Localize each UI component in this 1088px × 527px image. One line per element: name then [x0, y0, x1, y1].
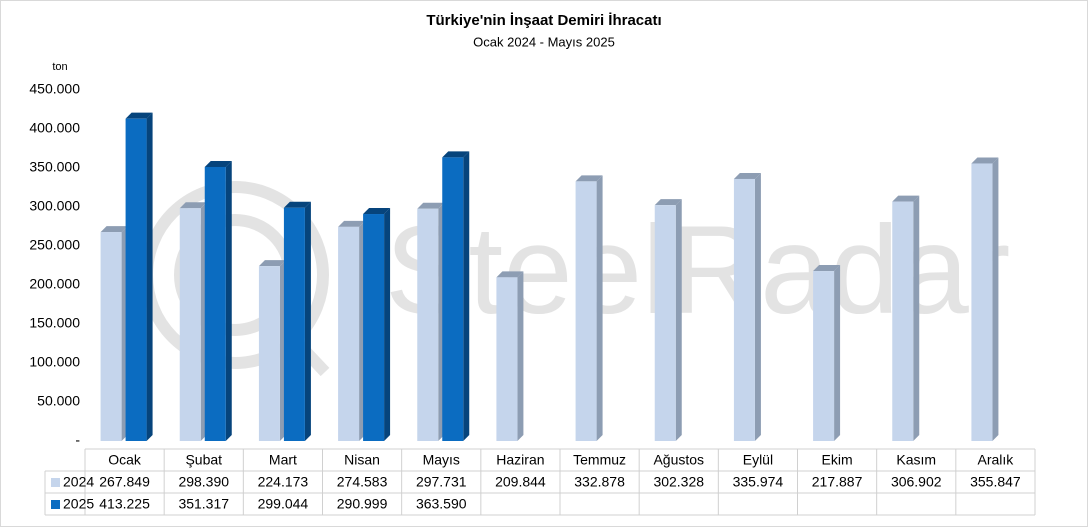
bar-side: [834, 265, 841, 441]
bar-top: [971, 157, 999, 164]
x-tick-label: Mayıs: [423, 452, 460, 468]
bar-top: [338, 220, 366, 227]
bar: [283, 207, 305, 441]
bar: [813, 271, 835, 441]
bar-side: [913, 195, 920, 441]
bar-side: [463, 151, 470, 442]
bar-side: [754, 172, 761, 441]
table-value: 297.731: [416, 474, 467, 490]
x-tick-label: Aralık: [978, 452, 1015, 468]
y-tick-label: 100.000: [29, 354, 80, 370]
x-tick-label: Ekim: [822, 452, 853, 468]
bar: [733, 178, 755, 441]
bar-top: [100, 226, 128, 233]
bar-side: [225, 160, 232, 442]
y-tick-label: 450.000: [29, 81, 80, 97]
bar-top: [363, 208, 391, 215]
table-value: 267.849: [99, 474, 150, 490]
bar-side: [675, 199, 682, 441]
bar: [179, 208, 201, 441]
y-tick-label: -: [75, 432, 80, 448]
bar: [575, 181, 597, 441]
bar-top: [575, 175, 603, 182]
table-value: 332.878: [574, 474, 625, 490]
bar: [496, 277, 518, 441]
bar-side: [992, 157, 999, 442]
bar: [892, 201, 914, 441]
bar-side: [304, 201, 311, 441]
chart-title: Türkiye'nin İnşaat Demiri İhracatı: [426, 12, 661, 29]
table-value: 298.390: [178, 474, 229, 490]
bar-top: [496, 271, 524, 278]
table-value: 335.974: [733, 474, 784, 490]
y-tick-label: 350.000: [29, 159, 80, 175]
x-tick-label: Ocak: [108, 452, 142, 468]
bar: [417, 208, 439, 441]
bar: [442, 157, 464, 442]
table-value: 302.328: [653, 474, 704, 490]
y-tick-label: 200.000: [29, 276, 80, 292]
bar: [204, 166, 226, 442]
bar-top: [283, 201, 311, 208]
bar-side: [146, 112, 153, 441]
x-tick-label: Şubat: [185, 452, 222, 468]
bar: [363, 214, 385, 441]
bar-top: [179, 202, 207, 209]
x-tick-label: Ağustos: [653, 452, 704, 468]
x-tick-label: Temmuz: [573, 452, 626, 468]
bar-side: [596, 175, 603, 441]
bar-top: [125, 112, 153, 119]
chart-subtitle: Ocak 2024 - Mayıs 2025: [473, 34, 615, 49]
x-tick-label: Mart: [269, 452, 297, 468]
table-value: 209.844: [495, 474, 546, 490]
bar-top: [813, 265, 841, 272]
x-tick-label: Haziran: [496, 452, 544, 468]
legend-swatch: [51, 478, 60, 487]
y-axis-label: ton: [52, 61, 67, 73]
x-tick-label: Nisan: [344, 452, 380, 468]
bar: [125, 118, 147, 441]
legend-label: 2024: [63, 474, 94, 490]
bar-side: [517, 271, 524, 441]
table-value: 274.583: [337, 474, 388, 490]
y-tick-label: 50.000: [37, 393, 80, 409]
table-value: 363.590: [416, 496, 467, 512]
bar-top: [654, 199, 682, 206]
table-value: 224.173: [258, 474, 309, 490]
table-value: 217.887: [812, 474, 863, 490]
x-tick-label: Eylül: [743, 452, 773, 468]
bar: [654, 205, 676, 441]
bar-top: [417, 202, 445, 209]
table-value: 290.999: [337, 496, 388, 512]
bar: [100, 232, 122, 441]
bar: [258, 266, 280, 441]
y-tick-label: 300.000: [29, 198, 80, 214]
y-tick-label: 250.000: [29, 237, 80, 253]
table-value: 351.317: [178, 496, 229, 512]
table-value: 306.902: [891, 474, 942, 490]
bar-top: [892, 195, 920, 202]
bar-top: [442, 151, 470, 158]
legend-label: 2025: [63, 496, 94, 512]
bar-top: [204, 160, 232, 167]
bar-side: [384, 208, 391, 441]
x-tick-label: Kasım: [896, 452, 936, 468]
table-value: 299.044: [258, 496, 309, 512]
table-value: 413.225: [99, 496, 150, 512]
bar: [971, 163, 993, 442]
bar: [338, 226, 360, 441]
y-tick-label: 400.000: [29, 120, 80, 136]
bar-top: [733, 172, 761, 179]
bar-top: [258, 260, 286, 267]
legend-swatch: [51, 500, 60, 509]
table-value: 355.847: [970, 474, 1021, 490]
y-tick-label: 150.000: [29, 315, 80, 331]
